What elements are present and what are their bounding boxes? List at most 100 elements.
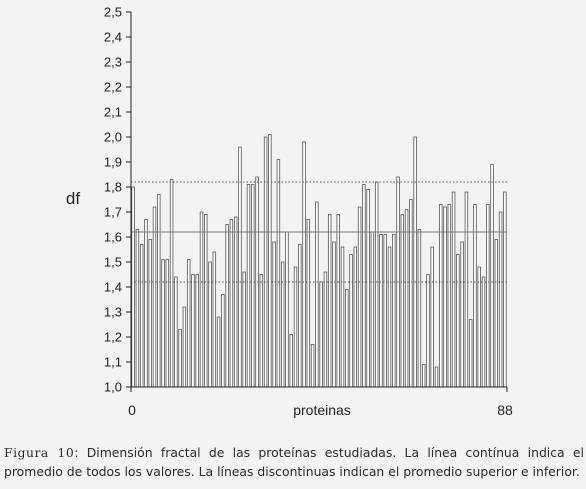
y-tick-label: 1,1 <box>104 355 122 370</box>
bar <box>225 224 229 388</box>
bar <box>319 281 323 388</box>
bar <box>169 179 174 388</box>
bar <box>387 246 392 388</box>
y-tick-label: 1,4 <box>104 280 122 295</box>
bar <box>456 254 460 388</box>
bar <box>135 229 140 388</box>
bar <box>289 334 293 388</box>
y-tick-label: 1,8 <box>104 180 122 195</box>
bar <box>229 219 234 388</box>
bar <box>259 274 264 388</box>
bar <box>327 214 332 388</box>
bar <box>421 364 426 388</box>
bar <box>503 191 507 388</box>
bar <box>306 219 311 388</box>
reference-lines <box>131 181 507 283</box>
bar <box>280 261 285 388</box>
x-axis-label: proteinas <box>293 402 351 418</box>
bar <box>315 201 319 388</box>
y-tick-label: 1,0 <box>104 380 122 395</box>
bar <box>336 214 340 388</box>
y-tick-label: 2,4 <box>104 30 122 45</box>
bar <box>238 146 242 388</box>
bar <box>310 344 315 388</box>
bar <box>178 329 182 388</box>
y-tick-label: 2,3 <box>104 55 122 70</box>
caption-text: : Dimensión fractal de las proteínas est… <box>4 445 584 479</box>
bar <box>468 319 473 388</box>
bar <box>409 199 413 388</box>
fractal-dimension-chart: 1,0 1,1 1,2 1,3 1,4 1,5 1,6 1,7 1,8 1,9 2,0 2,1 2,2 2… <box>66 5 513 419</box>
bar <box>263 136 268 388</box>
bar <box>490 164 494 388</box>
bar <box>464 191 469 388</box>
bar <box>443 206 447 388</box>
y-tick-label: 1,9 <box>104 155 122 170</box>
bar <box>212 251 217 388</box>
y-tick-label: 2,0 <box>104 130 122 145</box>
y-tick-label: 2,1 <box>104 105 122 120</box>
bar <box>152 206 157 388</box>
bar <box>366 189 370 388</box>
bar <box>199 211 204 388</box>
bar <box>417 229 422 388</box>
figure-label: Figura 10 <box>4 445 75 460</box>
bar <box>332 241 336 388</box>
bar <box>148 239 152 388</box>
bar <box>426 274 430 388</box>
bar <box>460 241 464 388</box>
bar <box>392 234 396 388</box>
bar <box>144 219 148 388</box>
bar <box>370 231 375 388</box>
y-tick-label: 1,3 <box>104 305 122 320</box>
bar <box>404 209 409 388</box>
y-tick-label: 2,2 <box>104 80 122 95</box>
bar <box>251 184 255 388</box>
bar <box>174 276 178 388</box>
bar <box>298 244 302 388</box>
bar <box>157 194 161 388</box>
y-axis-ticks: 1,0 1,1 1,2 1,3 1,4 1,5 1,6 1,7 1,8 1,9 2,0 2,1 2,2 2… <box>104 5 508 395</box>
bar <box>357 206 362 388</box>
y-tick-label: 1,7 <box>104 205 122 220</box>
bar <box>221 294 225 388</box>
bar <box>451 191 456 388</box>
y-tick-label: 1,2 <box>104 330 122 345</box>
bars-series <box>131 134 507 388</box>
bar <box>195 274 199 388</box>
bar <box>400 214 405 388</box>
bar <box>161 259 165 388</box>
bar <box>477 266 481 388</box>
bar <box>139 244 144 388</box>
bar <box>434 366 439 388</box>
bar <box>186 259 191 388</box>
bar <box>340 246 345 388</box>
bar <box>276 159 281 388</box>
y-axis-label: df <box>66 189 80 208</box>
bar <box>242 271 246 388</box>
y-tick-label: 1,5 <box>104 255 122 270</box>
x-tick-label-end: 88 <box>497 402 513 418</box>
bar <box>374 181 379 388</box>
bar <box>353 246 358 388</box>
bar <box>191 274 195 388</box>
bar <box>349 254 353 388</box>
bar <box>131 186 135 388</box>
bar <box>216 316 221 388</box>
bar <box>383 234 387 388</box>
bar <box>323 271 328 388</box>
bar <box>345 289 349 388</box>
bar <box>182 306 187 388</box>
bar <box>204 214 208 388</box>
bar <box>413 136 417 388</box>
y-tick-label: 1,6 <box>104 230 122 245</box>
bar <box>302 141 306 388</box>
bar <box>498 211 503 388</box>
bar <box>208 261 212 388</box>
bar <box>268 134 272 388</box>
figure-caption: Figura 10: Dimensión fractal de las prot… <box>4 443 584 481</box>
bar <box>285 231 289 388</box>
bar <box>481 276 486 388</box>
bar <box>362 184 366 388</box>
bar <box>246 184 251 388</box>
